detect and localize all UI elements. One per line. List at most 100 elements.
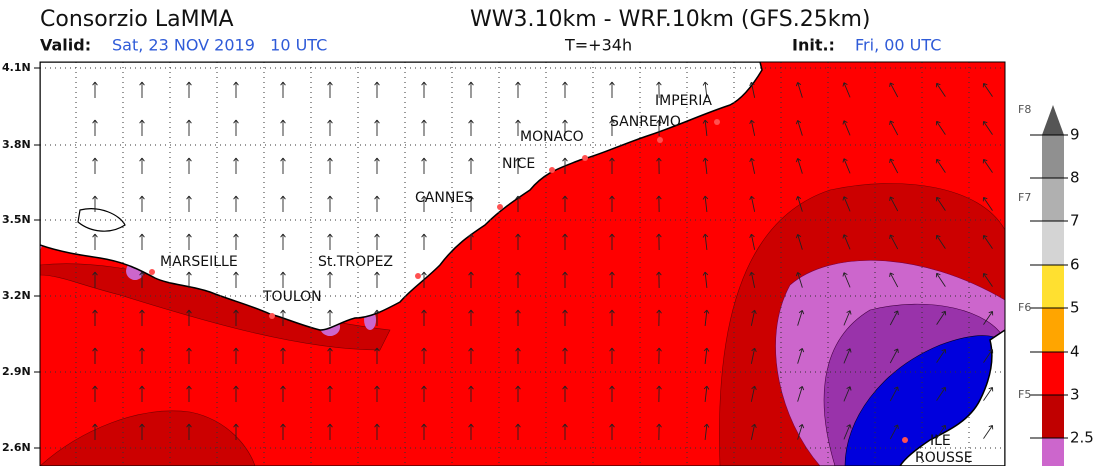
arrow: [92, 309, 98, 326]
beaufort-force: F7: [1018, 191, 1031, 204]
arrow: [92, 195, 98, 212]
arrow: [280, 157, 286, 174]
arrow: [609, 423, 615, 440]
arrow: [280, 385, 286, 402]
arrow: [468, 347, 474, 364]
arrow: [889, 234, 899, 250]
arrow: [421, 81, 427, 98]
colorbar-band: [1042, 438, 1064, 466]
colorbar-level: 9: [1070, 126, 1080, 144]
arrow: [515, 309, 521, 326]
arrow: [936, 424, 947, 439]
arrow: [656, 347, 662, 365]
arrow: [562, 233, 568, 250]
arrow: [936, 386, 947, 401]
colorbar-level: 8: [1070, 169, 1080, 187]
arrow: [421, 309, 427, 326]
arrow: [468, 81, 474, 98]
arrow: [703, 423, 710, 441]
colorbar-level: 2.5: [1070, 429, 1094, 447]
arrow: [982, 234, 993, 249]
arrow: [92, 385, 98, 402]
arrow: [233, 119, 239, 136]
colorbar-band: [1042, 352, 1064, 395]
arrow: [139, 233, 145, 250]
arrow: [935, 272, 946, 287]
lat-label: 3.8N: [2, 138, 31, 151]
arrow: [186, 81, 192, 98]
arrow: [983, 386, 994, 401]
arrow: [421, 347, 427, 364]
arrow: [795, 271, 803, 288]
arrow: [935, 120, 946, 135]
colorbar-band: [1042, 265, 1064, 308]
arrow: [983, 348, 994, 363]
arrow: [842, 196, 851, 212]
arrow: [327, 119, 333, 136]
arrow: [983, 310, 994, 325]
arrow: [797, 423, 805, 440]
arrow: [92, 233, 98, 250]
arrow: [139, 119, 145, 136]
arrow: [795, 119, 803, 136]
arrow: [702, 195, 709, 213]
arrow: [327, 195, 333, 212]
arrow: [702, 157, 709, 175]
colorbar-level: 5: [1070, 299, 1080, 317]
arrow: [889, 158, 899, 174]
arrow: [936, 310, 947, 325]
arrow: [982, 120, 993, 135]
arrow: [515, 81, 521, 98]
arrow: [515, 347, 521, 364]
arrow: [92, 423, 98, 440]
arrow: [750, 309, 757, 326]
arrow: [186, 347, 192, 364]
place-label: IMPERIA: [655, 93, 712, 109]
arrow: [421, 157, 427, 174]
arrow: [562, 347, 568, 364]
arrow: [842, 234, 851, 250]
arrow: [609, 309, 615, 326]
arrow: [280, 81, 286, 98]
arrow: [656, 423, 662, 441]
arrow: [656, 119, 662, 137]
forecast-step: T=+34h: [564, 36, 632, 55]
valid-label: Valid:: [40, 36, 91, 55]
arrow: [280, 119, 286, 136]
arrow: [609, 157, 615, 174]
place-label: MARSEILLE: [160, 254, 238, 270]
arrow: [327, 233, 333, 250]
place-label: CANNES: [415, 190, 473, 206]
arrow: [562, 423, 568, 440]
arrow: [703, 385, 710, 403]
colorbar-cap: [1042, 105, 1064, 135]
arrow: [797, 347, 805, 364]
coastline-lagoon: [77, 208, 126, 232]
colorbar-band: [1042, 308, 1064, 352]
arrow: [702, 81, 709, 99]
lat-label: 2.6N: [2, 441, 31, 454]
arrow: [327, 309, 333, 326]
arrow: [374, 423, 380, 440]
arrow: [609, 119, 615, 136]
arrow: [186, 423, 192, 440]
arrow: [374, 195, 380, 212]
beaufort-force: F6: [1018, 301, 1031, 314]
arrow: [562, 309, 568, 326]
arrow: [609, 271, 615, 288]
arrow: [795, 157, 803, 174]
arrow: [889, 424, 899, 440]
arrow: [186, 385, 192, 402]
arrow: [468, 195, 474, 212]
arrow: [468, 233, 474, 250]
arrow: [327, 347, 333, 364]
place-label: TOULON: [262, 289, 322, 305]
arrow: [233, 423, 239, 440]
arrow: [468, 385, 474, 402]
arrow: [889, 196, 899, 212]
arrow: [186, 119, 192, 136]
arrow: [139, 423, 145, 440]
arrow: [889, 82, 899, 98]
arrow: [656, 385, 662, 403]
arrow: [515, 423, 521, 440]
